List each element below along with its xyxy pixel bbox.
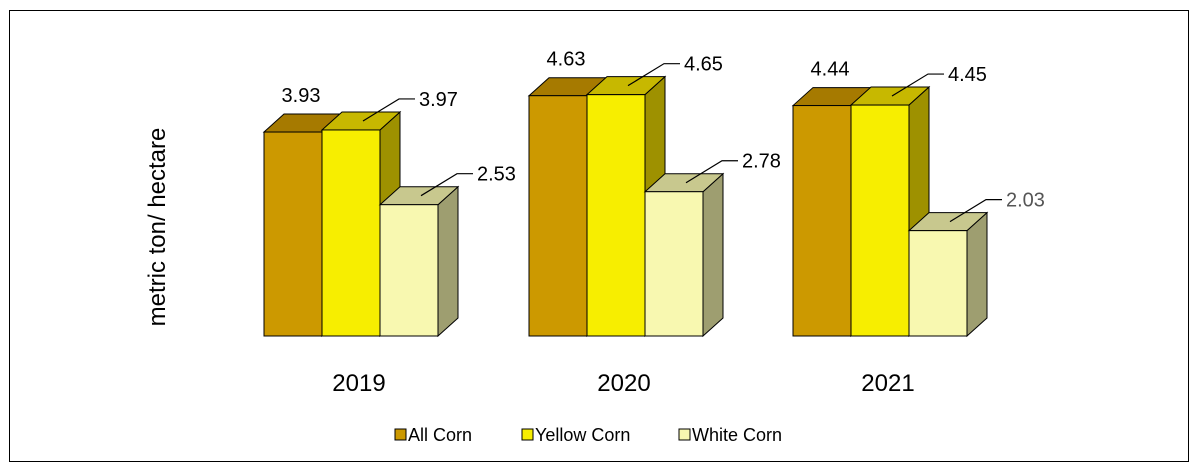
leader-line-2021-2 [949,199,1002,223]
legend: All Corn Yellow Corn White Corn [394,425,782,445]
data-labels-layer: 3.93 3.97 2.53 4.63 4.65 2.78 4.44 4.45 2.03 [282,49,1045,223]
bar-2019-all-corn [263,131,323,337]
bar-side-2019-2 [437,185,459,338]
bar-2019-yellow-corn [321,129,381,337]
legend-label-all-corn: All Corn [408,425,472,445]
category-labels-layer: 2019 2020 2021 [332,370,914,397]
bar-2019-white-corn [379,204,439,337]
category-label-2019: 2019 [332,370,385,397]
leader-line-2019-2 [420,173,473,197]
data-label-2019-1: 3.97 [419,89,458,111]
bar-side-2021-2 [966,211,988,338]
bar-side-2020-2 [702,172,724,338]
bar-2021-yellow-corn [850,104,910,337]
data-label-2021-0: 4.44 [811,59,850,81]
category-label-2020: 2020 [597,370,650,397]
bar-2021-white-corn [908,230,968,337]
data-label-2019-0: 3.93 [282,85,321,107]
data-label-2020-2: 2.78 [742,151,781,173]
y-axis-label: metric ton/ hectare [144,128,171,327]
bar-2020-all-corn [528,95,588,337]
bars-layer [262,75,989,338]
leader-line-2020-1 [627,63,680,87]
legend-label-yellow-corn: Yellow Corn [535,425,630,445]
chart-frame: metric ton/ hectare 3.93 3.97 2.53 4.63 4.65… [9,10,1189,462]
bar-2021-all-corn [792,105,852,337]
data-label-2021-1: 4.45 [948,64,987,86]
data-label-2020-1: 4.65 [684,54,723,76]
bar-2020-yellow-corn [586,94,646,337]
legend-swatch-all-corn [394,428,407,441]
category-label-2021: 2021 [861,370,914,397]
leader-line-2019-1 [362,98,415,122]
bar-2020-white-corn [644,191,704,337]
bar-chart: metric ton/ hectare 3.93 3.97 2.53 4.63 4.65… [144,49,1045,445]
legend-swatch-white-corn [678,428,691,441]
leader-line-2021-1 [891,73,944,97]
data-label-2021-2: 2.03 [1006,190,1045,212]
leader-line-2020-2 [685,160,738,184]
data-label-2019-2: 2.53 [477,164,516,186]
legend-label-white-corn: White Corn [692,425,782,445]
legend-swatch-yellow-corn [521,428,534,441]
data-label-2020-0: 4.63 [547,49,586,71]
